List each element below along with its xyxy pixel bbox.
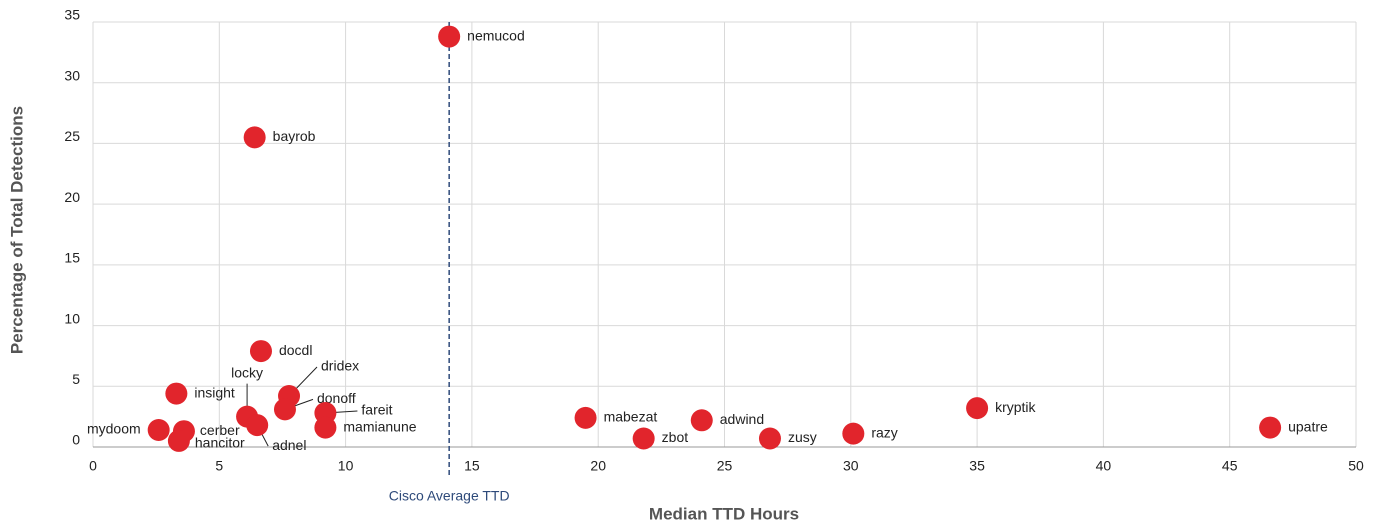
x-tick-label: 5 — [215, 458, 223, 474]
point-label: mydoom — [87, 421, 141, 437]
y-tick-label: 5 — [72, 371, 80, 387]
point — [165, 382, 188, 405]
point-label: upatre — [1288, 418, 1328, 434]
point-label: mamianune — [343, 418, 416, 434]
x-tick-label: 25 — [717, 458, 733, 474]
point — [1259, 416, 1282, 439]
y-axis-title: Percentage of Total Detections — [7, 106, 26, 354]
point-label: adwind — [720, 411, 764, 427]
point-label: nemucod — [467, 27, 525, 43]
point-label: insight — [194, 384, 235, 400]
point — [246, 414, 269, 437]
point-label: cerber — [200, 422, 240, 438]
x-tick-label: 10 — [338, 458, 354, 474]
point-label: kryptik — [995, 399, 1036, 415]
y-tick-label: 15 — [64, 250, 80, 266]
point — [690, 409, 713, 432]
point — [243, 126, 266, 149]
point — [758, 427, 781, 450]
point-label: donoff — [317, 390, 356, 406]
point-label: razy — [871, 424, 897, 440]
x-tick-label: 20 — [590, 458, 606, 474]
x-tick-label: 15 — [464, 458, 480, 474]
point-label: hancitor — [195, 435, 245, 451]
y-tick-label: 35 — [64, 7, 80, 23]
point-label: adnel — [272, 437, 306, 453]
point — [249, 340, 272, 363]
point — [438, 25, 461, 48]
point — [273, 398, 296, 421]
point-label: bayrob — [273, 128, 316, 144]
y-tick-label: 0 — [72, 432, 80, 448]
point — [167, 429, 190, 452]
x-tick-label: 35 — [969, 458, 985, 474]
y-tick-label: 20 — [64, 189, 80, 205]
point — [632, 427, 655, 450]
y-tick-label: 25 — [64, 128, 80, 144]
point — [842, 422, 865, 445]
x-tick-label: 0 — [89, 458, 97, 474]
x-tick-label: 30 — [843, 458, 859, 474]
point-label: fareit — [361, 402, 392, 418]
point-label: zbot — [662, 429, 689, 445]
y-tick-label: 10 — [64, 310, 80, 326]
point-label: zusy — [788, 429, 817, 445]
point — [147, 419, 170, 441]
point — [574, 406, 597, 429]
point — [314, 416, 337, 439]
point-label: docdl — [279, 342, 312, 358]
point-label: mabezat — [604, 409, 658, 425]
x-tick-label: 40 — [1096, 458, 1112, 474]
point-label: locky — [231, 364, 263, 380]
x-axis-title: Median TTD Hours — [649, 504, 799, 523]
point — [966, 397, 989, 420]
reference-label: Cisco Average TTD — [389, 488, 510, 504]
x-tick-label: 50 — [1348, 458, 1364, 474]
y-tick-label: 30 — [64, 67, 80, 83]
point-label: dridex — [321, 358, 359, 374]
x-tick-label: 45 — [1222, 458, 1238, 474]
